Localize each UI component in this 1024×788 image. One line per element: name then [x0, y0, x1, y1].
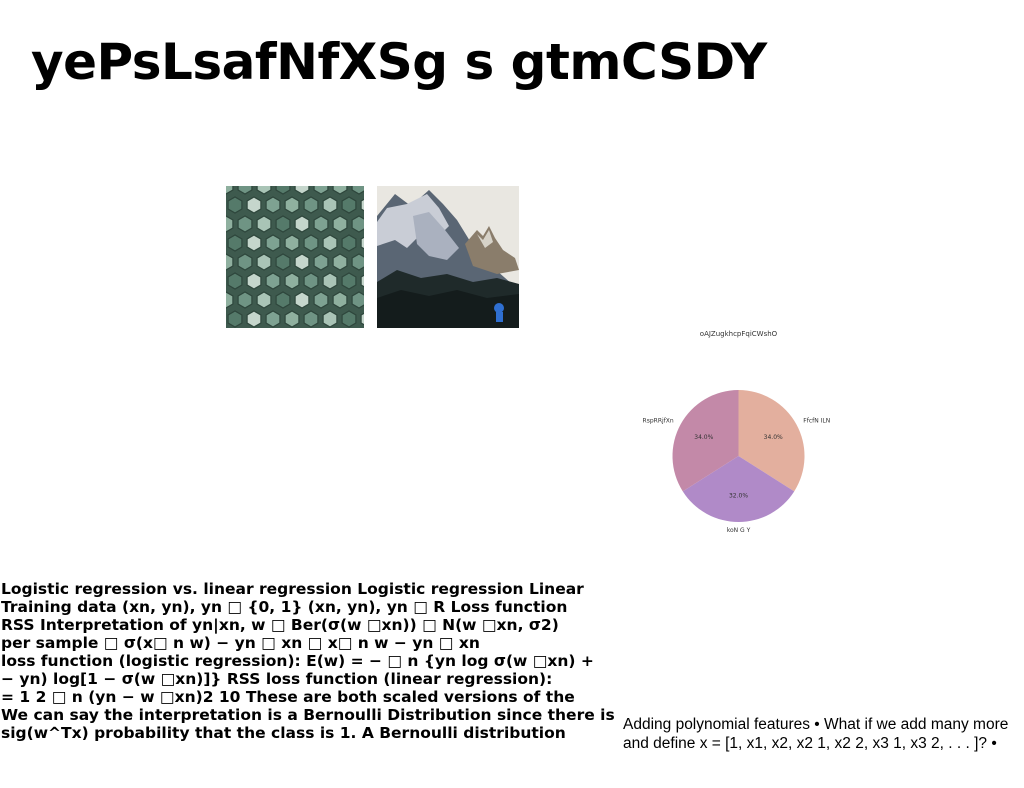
tile-shape	[226, 253, 234, 271]
tile-shape	[256, 253, 272, 271]
mountain-photo-graphic	[377, 186, 519, 328]
tile-shape	[313, 253, 329, 271]
side-text-line: Adding polynomial features • What if we …	[623, 716, 1009, 733]
page-title: yePsLsafNfXSg s gtmCSDY	[31, 33, 767, 91]
body-text: Logistic regression vs. linear regressio…	[1, 580, 623, 742]
tile-shape	[351, 215, 364, 233]
tile-shape	[246, 196, 262, 214]
tile-shape	[246, 310, 262, 328]
body-text-line: We can say the interpretation is a Berno…	[1, 706, 615, 724]
tile-shape	[284, 272, 300, 290]
pie-chart: oAJZugkhcpFqiCWshO 34.0% FfcfN ILN 32.0% ko…	[630, 322, 850, 544]
side-text: Adding polynomial features • What if we …	[623, 715, 1023, 753]
tile-shape	[341, 234, 357, 252]
tile-shape	[256, 186, 272, 195]
tile-shape	[256, 291, 272, 309]
tile-shape	[313, 291, 329, 309]
tile-shape	[360, 312, 364, 326]
tile-shape	[322, 196, 338, 214]
tiles-photo-graphic	[226, 186, 364, 328]
tile-shape	[313, 186, 329, 195]
tile-shape	[332, 291, 348, 309]
side-text-line: and define x = [1, x1, x2, x2 1, x2 2, x…	[623, 735, 997, 752]
tile-shape	[275, 215, 291, 233]
tile-shape	[275, 291, 291, 309]
tile-shape	[360, 236, 364, 250]
tile-shape	[227, 310, 243, 328]
tile-shape	[237, 186, 253, 195]
tile-shape	[351, 186, 364, 195]
tile-shape	[237, 253, 253, 271]
body-text-line: RSS Interpretation of yn|xn, w □ Ber(σ(w…	[1, 616, 559, 634]
body-text-line: loss function (logistic regression): E(w…	[1, 652, 594, 670]
chart-title: oAJZugkhcpFqiCWshO	[700, 330, 778, 338]
pie-slice	[672, 390, 739, 492]
tile-shape	[322, 234, 338, 252]
tile-shape	[294, 253, 310, 271]
body-text-line: = 1 2 □ n (yn − w □xn)2 10 These are bot…	[1, 688, 575, 706]
tile-shape	[275, 186, 291, 195]
tile-shape	[303, 196, 319, 214]
tile-shape	[313, 215, 329, 233]
pie-slice	[738, 390, 805, 492]
tile-shape	[237, 215, 253, 233]
tile-shape	[303, 310, 319, 328]
tile-shape	[265, 196, 281, 214]
tile-shape	[322, 310, 338, 328]
tile-shape	[341, 196, 357, 214]
tile-shape	[294, 186, 310, 195]
tile-shape	[265, 234, 281, 252]
pie-slice-label: RspRRjfXn	[643, 417, 674, 424]
tile-shape	[227, 196, 243, 214]
tile-shape	[227, 234, 243, 252]
tile-shape	[303, 272, 319, 290]
tile-shape	[237, 291, 253, 309]
tile-shape	[341, 310, 357, 328]
tile-shape	[351, 253, 364, 271]
tile-shape	[351, 291, 364, 309]
tile-shape	[226, 291, 234, 309]
tile-shape	[322, 272, 338, 290]
tiles-photo	[226, 186, 364, 328]
pie-slice-label: koN G Y	[727, 527, 751, 534]
mountain-photo	[377, 186, 519, 328]
body-text-line: Logistic regression vs. linear regressio…	[1, 580, 584, 598]
pie-percent-label: 34.0%	[694, 434, 713, 441]
pie-slice-label: FfcfN ILN	[803, 417, 830, 424]
tile-shape	[284, 234, 300, 252]
pie-slice	[682, 456, 795, 523]
pie-percent-label: 32.0%	[729, 493, 748, 500]
body-text-line: sig(w^Tx) probability that the class is …	[1, 724, 566, 742]
tile-shape	[284, 310, 300, 328]
tile-shape	[360, 198, 364, 212]
tile-shape	[332, 215, 348, 233]
tile-shape	[294, 291, 310, 309]
tile-shape	[294, 215, 310, 233]
pie-chart-graphic: oAJZugkhcpFqiCWshO 34.0% FfcfN ILN 32.0% ko…	[643, 330, 831, 534]
tile-shape	[341, 272, 357, 290]
tile-shape	[226, 186, 234, 195]
tile-shape	[284, 196, 300, 214]
tile-shape	[227, 272, 243, 290]
body-text-line: per sample □ σ(x□ n w) − yn □ xn □ x□ n …	[1, 634, 480, 652]
body-text-line: − yn) log[1 − σ(w □xn)]} RSS loss functi…	[1, 670, 553, 688]
tile-shape	[226, 215, 234, 233]
tile-shape	[275, 253, 291, 271]
pie-percent-label: 34.0%	[764, 434, 783, 441]
tile-shape	[265, 272, 281, 290]
tile-shape	[265, 310, 281, 328]
tile-shape	[256, 215, 272, 233]
tile-shape	[360, 274, 364, 288]
tile-shape	[332, 253, 348, 271]
tile-shape	[246, 272, 262, 290]
body-text-line: Training data (xn, yn), yn □ {0, 1} (xn,…	[1, 598, 568, 616]
tile-shape	[303, 234, 319, 252]
tile-shape	[246, 234, 262, 252]
tile-shape	[332, 186, 348, 195]
